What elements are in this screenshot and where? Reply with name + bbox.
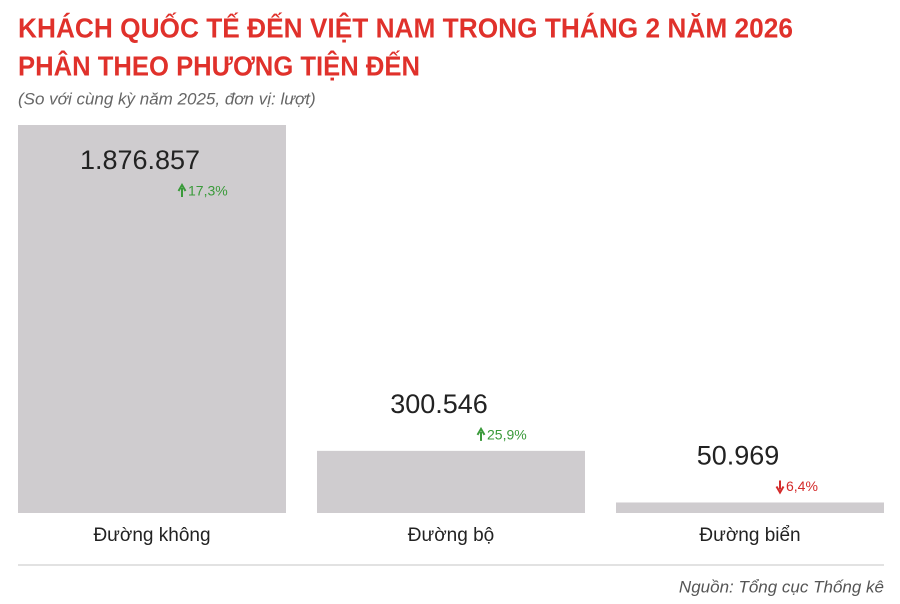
change-label: 6,4%	[786, 478, 818, 494]
chart-title: PHÂN THEO PHƯƠNG TIỆN ĐẾN	[18, 50, 420, 81]
x-tick-label: Đường bộ	[408, 525, 494, 546]
chart-subtitle: (So với cùng kỳ năm 2025, đơn vị: lượt)	[18, 89, 316, 108]
x-tick-label: Đường biển	[699, 525, 800, 546]
change-arrow	[775, 480, 785, 495]
value-label: 300.546	[390, 389, 488, 419]
change-arrow	[476, 426, 486, 441]
x-tick-label: Đường không	[93, 525, 210, 546]
change-arrow	[177, 183, 187, 197]
change-label: 25,9%	[487, 427, 527, 443]
value-label: 1.876.857	[80, 145, 200, 175]
change-label: 17,3%	[188, 183, 228, 199]
source: Nguồn: Tổng cục Thống kê	[679, 577, 884, 596]
bar	[616, 502, 884, 513]
bar	[18, 125, 286, 513]
bar	[317, 450, 585, 513]
chart-title: KHÁCH QUỐC TẾ ĐẾN VIỆT NAM TRONG THÁNG 2…	[18, 11, 793, 43]
value-label: 50.969	[697, 441, 780, 471]
